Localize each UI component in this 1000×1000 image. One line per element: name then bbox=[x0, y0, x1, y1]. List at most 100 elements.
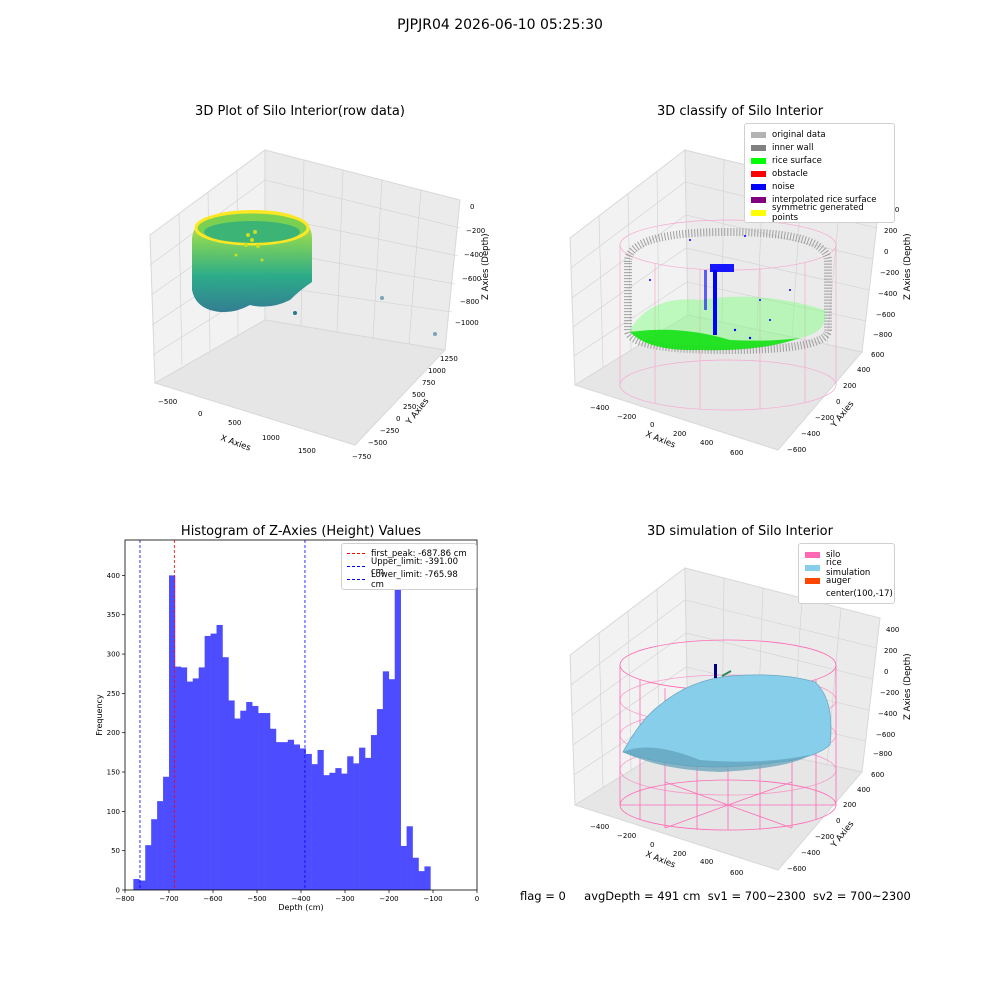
histogram-bar bbox=[240, 710, 247, 890]
panel1-x-tick: 0 bbox=[198, 410, 202, 418]
panel2-z-tick: −600 bbox=[876, 311, 895, 319]
panel1-chart: 0 −200 −400 −600 −800 −1000 −500 0 500 1… bbox=[149, 149, 490, 461]
legend-item-upper-limit: Upper_limit: -391.00 cm bbox=[347, 557, 471, 577]
panel2-z-label: Z Axies (Depth) bbox=[903, 233, 913, 300]
histogram-y-tick: 350 bbox=[107, 611, 120, 619]
legend-label: first_peak: -687.86 cm bbox=[371, 548, 467, 559]
panel2-rice-surface-dense bbox=[630, 329, 800, 351]
legend-item-first-peak: first_peak: -687.86 cm bbox=[347, 547, 471, 560]
panel2-y-tick: 0 bbox=[836, 398, 840, 406]
sv2-text: sv2 = 700~2300 bbox=[812, 889, 911, 903]
histogram-bar bbox=[275, 742, 283, 890]
histogram-bar bbox=[382, 671, 390, 890]
histogram-bar bbox=[299, 748, 306, 890]
histogram-bar bbox=[252, 705, 259, 890]
histogram-bar bbox=[388, 679, 396, 890]
legend-swatch bbox=[751, 170, 766, 177]
panel2-inner-wall bbox=[624, 227, 832, 355]
histogram-x-tick: 0 bbox=[475, 895, 479, 903]
histogram-y-tick: 50 bbox=[111, 847, 120, 855]
histogram-bar bbox=[305, 753, 312, 890]
histogram-bar bbox=[192, 678, 199, 890]
histogram-bar bbox=[370, 735, 378, 890]
legend-item-rice-simulation: rice simulation bbox=[805, 558, 888, 578]
panel4-x-tick: 600 bbox=[730, 869, 743, 877]
panel4-x-tick: 0 bbox=[650, 841, 654, 849]
histogram-bar bbox=[186, 681, 194, 890]
histogram-y-tick: 400 bbox=[107, 572, 120, 580]
histogram-x-tick: −200 bbox=[379, 895, 398, 903]
histogram-y-tick: 300 bbox=[107, 651, 120, 659]
histogram-bar bbox=[145, 845, 152, 890]
legend-label: silo bbox=[826, 549, 841, 560]
histogram-bar bbox=[204, 635, 211, 890]
legend-label: rice surface bbox=[772, 155, 822, 166]
panel1-outlier-point bbox=[433, 332, 437, 336]
panel4-auger bbox=[714, 664, 717, 678]
panel1-y-tick: 250 bbox=[403, 403, 416, 411]
legend-label: inner wall bbox=[772, 142, 814, 153]
panel1-silo-inner bbox=[204, 221, 300, 243]
histogram-bar bbox=[198, 667, 205, 890]
panel1-z-tick: 0 bbox=[470, 203, 474, 211]
panel1-floor-pane bbox=[153, 319, 447, 446]
legend-swatch bbox=[805, 577, 820, 584]
histogram-bar bbox=[234, 718, 241, 890]
legend-item-symmetric: symmetric generated points bbox=[751, 203, 888, 223]
panel4-z-label: Z Axies (Depth) bbox=[903, 653, 913, 720]
legend-item-noise: noise bbox=[751, 180, 888, 193]
histogram-bar bbox=[228, 700, 235, 890]
legend-line bbox=[347, 566, 365, 567]
histogram-y-tick: 250 bbox=[107, 690, 120, 698]
panel4-z-tick: −600 bbox=[876, 731, 895, 739]
histogram-x-tick: −400 bbox=[291, 895, 310, 903]
histogram-bar bbox=[264, 713, 271, 890]
panel2-z-tick: 0 bbox=[884, 248, 888, 256]
panel2-noise-points bbox=[649, 235, 791, 340]
histogram-bar bbox=[174, 666, 182, 890]
panel1-y-tick: 1250 bbox=[440, 355, 458, 363]
panel1-x-label: X Axies bbox=[219, 433, 252, 453]
histogram-bar bbox=[169, 575, 176, 890]
histogram-bar bbox=[258, 713, 265, 890]
panel4-x-tick: −200 bbox=[617, 832, 636, 840]
panel1-y-label: Y Axies bbox=[404, 396, 432, 428]
legend-item-interpolated: interpolated rice surface bbox=[751, 193, 888, 206]
histogram-x-tick: −500 bbox=[247, 895, 266, 903]
histogram-bar bbox=[406, 826, 413, 890]
panel4-legend: silo rice simulation auger center(100,-1… bbox=[798, 543, 895, 604]
panel4-x-tick: 400 bbox=[700, 858, 713, 866]
panel1-y-tick: −500 bbox=[368, 439, 387, 447]
panel2-y-tick: 200 bbox=[843, 382, 856, 390]
legend-swatch bbox=[751, 183, 766, 190]
legend-swatch bbox=[805, 564, 820, 571]
histogram-x-tick: −300 bbox=[335, 895, 354, 903]
panel1-y-tick: 500 bbox=[412, 391, 425, 399]
legend-swatch bbox=[751, 209, 766, 216]
avg-depth-text: avgDepth = 491 cm bbox=[584, 889, 701, 903]
legend-swatch bbox=[751, 144, 766, 151]
panel4-z-tick: 400 bbox=[886, 626, 899, 634]
panel4-y-tick: −400 bbox=[801, 849, 820, 857]
panel2-y-tick: 600 bbox=[871, 351, 884, 359]
histogram-bar bbox=[365, 757, 372, 890]
histogram-bar bbox=[281, 742, 289, 890]
panel1-obstacle-points bbox=[234, 230, 264, 262]
panel4-z-tick: 0 bbox=[884, 668, 888, 676]
legend-swatch bbox=[751, 157, 766, 164]
legend-line bbox=[347, 579, 365, 580]
histogram-bar bbox=[210, 633, 217, 890]
legend-item-original-data: original data bbox=[751, 128, 888, 141]
histogram-y-ticks: 0 50 100 150 200 250 300 350 400 bbox=[107, 572, 125, 895]
histogram-bar bbox=[323, 775, 330, 890]
histogram-bar bbox=[216, 624, 223, 890]
histogram-y-label: Frequency bbox=[95, 694, 104, 736]
panel1-y-tick: 750 bbox=[422, 379, 435, 387]
panel4-title: 3D simulation of Silo Interior bbox=[647, 524, 833, 539]
histogram-y-tick: 100 bbox=[107, 808, 120, 816]
histogram-y-tick: 150 bbox=[107, 769, 120, 777]
panel1-y-tick: −250 bbox=[380, 427, 399, 435]
panel4-y-tick: −200 bbox=[815, 833, 834, 841]
panel2-z-tick: −800 bbox=[873, 331, 892, 339]
panel4-center-marker bbox=[721, 670, 732, 677]
